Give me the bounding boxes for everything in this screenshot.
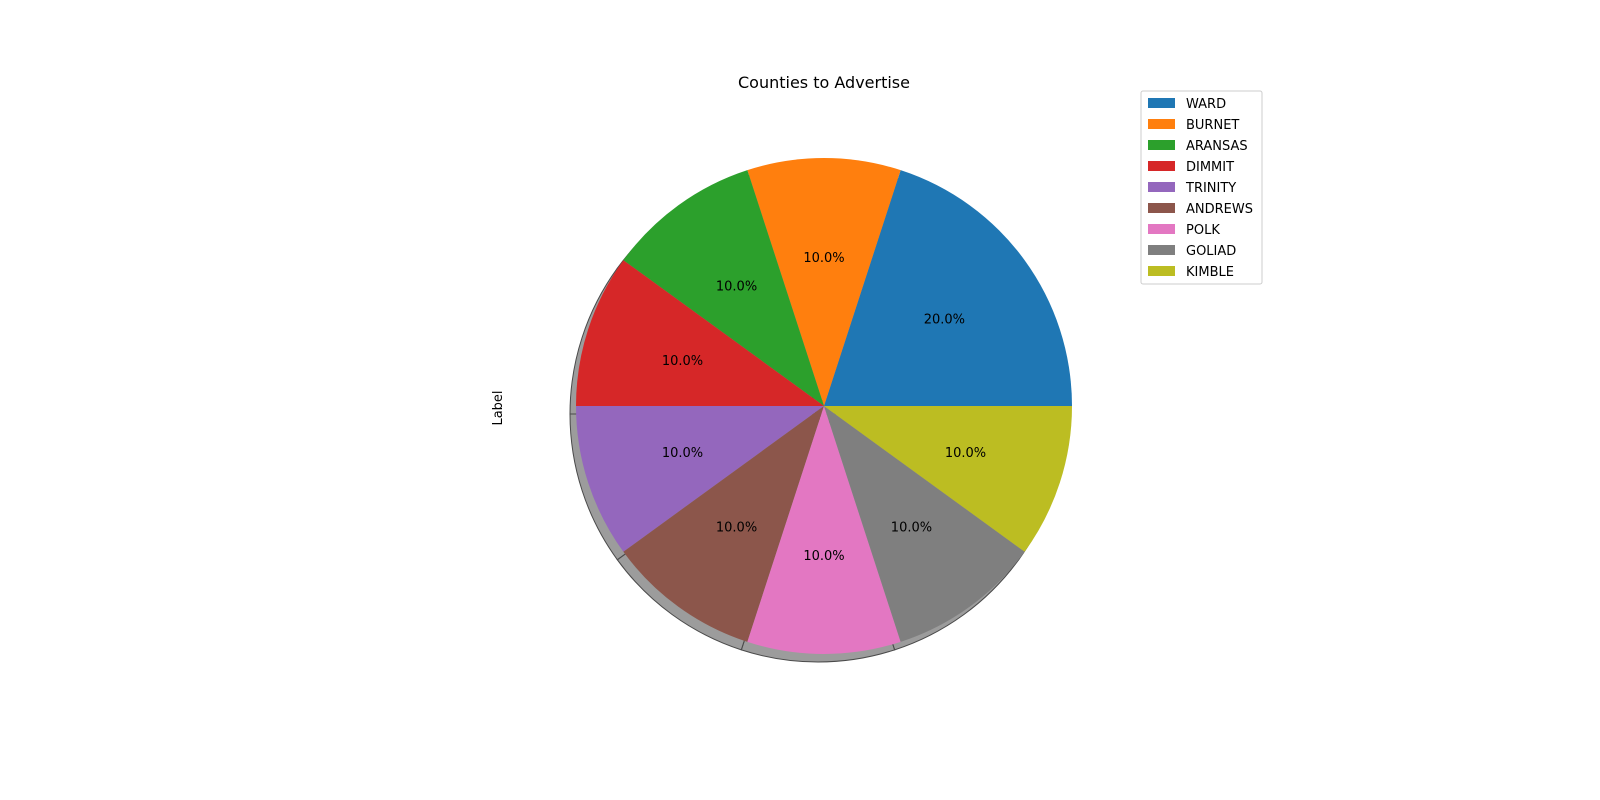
legend-label-kimble: KIMBLE — [1186, 265, 1234, 280]
legend-label-trinity: TRINITY — [1185, 181, 1236, 196]
pct-label-dimmit: 10.0% — [662, 354, 703, 369]
legend-label-ward: WARD — [1186, 97, 1226, 112]
legend-swatch-kimble — [1148, 266, 1175, 276]
pct-label-polk: 10.0% — [803, 549, 844, 564]
pie-slice-andrews — [623, 406, 824, 642]
legend-swatch-dimmit — [1148, 161, 1175, 171]
pie-slices — [576, 158, 1072, 654]
chart-title: Counties to Advertise — [738, 73, 910, 92]
legend-label-dimmit: DIMMIT — [1186, 160, 1234, 175]
legend-swatch-trinity — [1148, 182, 1175, 192]
pie-slice-trinity — [576, 406, 824, 552]
pie-slice-goliad — [824, 406, 1025, 642]
pct-label-trinity: 10.0% — [662, 446, 703, 461]
legend-swatch-polk — [1148, 224, 1175, 234]
legend-label-andrews: ANDREWS — [1186, 202, 1253, 217]
pct-label-andrews: 10.0% — [716, 520, 757, 535]
legend-frame — [1140, 90, 1263, 285]
legend: WARD BURNET ARANSAS DIMMIT TRINITY ANDREWS POL… — [1140, 90, 1263, 285]
legend-label-aransas: ARANSAS — [1186, 139, 1248, 154]
pct-label-aransas: 10.0% — [716, 280, 757, 295]
pie-slice-ward — [824, 170, 1072, 406]
legend-swatch-aransas — [1148, 140, 1175, 150]
legend-label-burnet: BURNET — [1186, 118, 1239, 133]
legend-swatch-goliad — [1148, 245, 1175, 255]
pie-slice-kimble — [824, 406, 1072, 552]
pct-label-goliad: 10.0% — [891, 520, 932, 535]
pie-slice-dimmit — [576, 260, 824, 406]
pie-slice-aransas — [623, 170, 824, 406]
legend-swatch-burnet — [1148, 119, 1175, 129]
pct-label-kimble: 10.0% — [945, 446, 986, 461]
legend-label-polk: POLK — [1186, 223, 1220, 238]
pie-slice-burnet — [747, 158, 901, 406]
y-axis-label: Label — [491, 390, 506, 425]
pct-label-burnet: 10.0% — [803, 251, 844, 266]
pie-slice-polk — [747, 406, 901, 654]
legend-label-goliad: GOLIAD — [1186, 244, 1236, 259]
legend-swatch-ward — [1148, 98, 1175, 108]
pct-label-ward: 20.0% — [924, 313, 965, 328]
percent-labels: 20.0% 10.0% 10.0% 10.0% 10.0% 10.0% 10.0% 10.0%… — [662, 251, 986, 564]
legend-swatch-andrews — [1148, 203, 1175, 213]
